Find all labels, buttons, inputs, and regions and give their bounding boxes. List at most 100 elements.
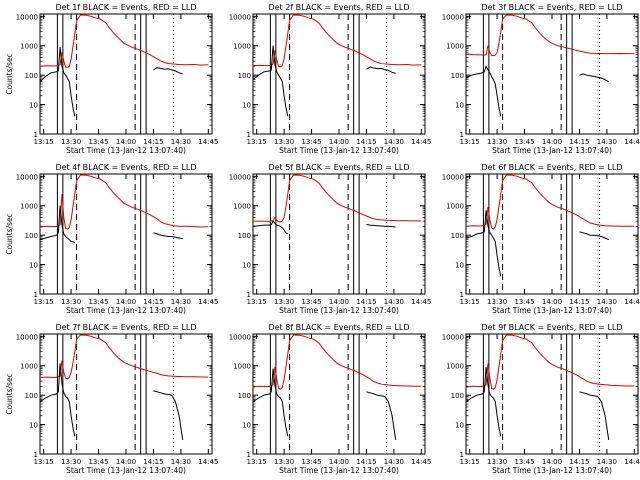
events-series-line <box>39 363 76 437</box>
x-tick-label: 13:30 <box>274 138 294 146</box>
x-tick-label: 14:45 <box>198 298 218 306</box>
y-tick-label: 10000 <box>442 333 464 341</box>
events-series-line <box>465 65 502 117</box>
y-tick-label: 100 <box>25 392 38 400</box>
chart-panel-3: Det 3f BLACK = Events, RED = LLD 1 10 100 10… <box>442 3 640 155</box>
chart-title: Det 9f BLACK = Events, RED = LLD <box>481 323 622 332</box>
x-tick-label: 13:15 <box>247 138 267 146</box>
plot-frame <box>39 173 213 295</box>
x-tick-label: 13:30 <box>61 458 81 466</box>
chart-title: Det 1f BLACK = Events, RED = LLD <box>55 3 196 12</box>
y-tick-label: 1 <box>34 451 38 459</box>
chart-panel-8: Det 8f BLACK = Events, RED = LLD 1 10 100 10… <box>229 323 432 475</box>
chart-title: Det 3f BLACK = Events, RED = LLD <box>481 3 622 12</box>
x-axis-label: Start Time (13-Jan-12 13:07:40) <box>492 466 612 475</box>
chart-title: Det 5f BLACK = Events, RED = LLD <box>268 163 409 172</box>
x-tick-label: 13:30 <box>61 298 81 306</box>
plot-frame <box>465 333 639 455</box>
y-tick-label: 1 <box>34 291 38 299</box>
x-axis-label: Start Time (13-Jan-12 13:07:40) <box>66 146 186 155</box>
y-tick-label: 10 <box>455 262 464 270</box>
lld-series-line <box>39 334 209 380</box>
y-tick-label: 1 <box>460 451 464 459</box>
plot-frame <box>39 13 213 135</box>
x-tick-label: 14:45 <box>624 458 640 466</box>
x-tick-label: 14:00 <box>116 458 136 466</box>
x-axis-label: Start Time (13-Jan-12 13:07:40) <box>66 466 186 475</box>
x-tick-label: 13:15 <box>247 298 267 306</box>
x-tick-label: 13:45 <box>88 298 108 306</box>
events-series-line <box>366 391 397 441</box>
events-series-line <box>366 66 396 74</box>
x-tick-label: 13:30 <box>487 458 507 466</box>
x-tick-label: 14:30 <box>384 138 404 146</box>
x-tick-label: 13:45 <box>514 458 534 466</box>
x-tick-label: 14:45 <box>411 138 431 146</box>
events-series-line <box>39 47 76 117</box>
chart-title: Det 8f BLACK = Events, RED = LLD <box>268 323 409 332</box>
x-tick-label: 14:30 <box>171 138 191 146</box>
events-series-line <box>252 45 289 117</box>
events-series-line <box>153 390 184 441</box>
plot-frame <box>465 13 639 135</box>
y-tick-label: 10 <box>242 102 251 110</box>
y-tick-label: 1000 <box>233 363 251 371</box>
x-tick-label: 13:15 <box>460 458 480 466</box>
y-tick-label: 10000 <box>16 173 38 181</box>
lld-series-line <box>39 14 209 68</box>
x-tick-label: 14:15 <box>143 298 163 306</box>
y-tick-label: 100 <box>451 232 464 240</box>
plot-frame <box>252 333 426 455</box>
x-tick-label: 13:45 <box>301 138 321 146</box>
x-tick-label: 14:30 <box>597 138 617 146</box>
y-tick-label: 1 <box>34 131 38 139</box>
y-tick-label: 1 <box>460 291 464 299</box>
events-series-line <box>252 220 289 235</box>
x-tick-label: 14:45 <box>624 138 640 146</box>
x-axis-label: Start Time (13-Jan-12 13:07:40) <box>492 306 612 315</box>
x-tick-label: 14:30 <box>171 298 191 306</box>
y-tick-label: 1000 <box>233 43 251 51</box>
plot-frame <box>39 333 213 455</box>
y-tick-label: 1 <box>247 451 251 459</box>
events-series-line <box>579 391 610 441</box>
x-tick-label: 14:45 <box>198 138 218 146</box>
x-tick-label: 14:15 <box>569 298 589 306</box>
y-axis-label: Counts/sec <box>5 213 14 254</box>
x-tick-label: 14:15 <box>569 458 589 466</box>
x-tick-label: 13:15 <box>34 138 54 146</box>
y-tick-label: 100 <box>238 72 251 80</box>
x-tick-label: 14:45 <box>411 458 431 466</box>
x-tick-label: 14:00 <box>116 138 136 146</box>
y-tick-label: 1000 <box>20 43 38 51</box>
chart-panel-6: Det 6f BLACK = Events, RED = LLD 1 10 100 10… <box>442 163 640 315</box>
y-tick-label: 10 <box>242 262 251 270</box>
y-tick-label: 1 <box>247 131 251 139</box>
events-series-line <box>579 231 609 241</box>
x-tick-label: 14:00 <box>542 458 562 466</box>
x-tick-label: 13:30 <box>487 138 507 146</box>
x-axis-label: Start Time (13-Jan-12 13:07:40) <box>279 306 399 315</box>
y-tick-label: 10 <box>29 102 38 110</box>
x-tick-label: 14:15 <box>356 138 376 146</box>
y-tick-label: 10 <box>455 102 464 110</box>
plot-frame <box>252 13 426 135</box>
x-tick-label: 14:15 <box>143 458 163 466</box>
chart-panel-7: Det 7f BLACK = Events, RED = LLD 1 10 100 10… <box>5 323 218 475</box>
x-tick-label: 14:45 <box>624 298 640 306</box>
x-tick-label: 14:00 <box>542 138 562 146</box>
y-tick-label: 100 <box>25 232 38 240</box>
chart-panel-2: Det 2f BLACK = Events, RED = LLD 1 10 100 10… <box>229 3 432 155</box>
lld-series-line <box>252 334 422 390</box>
x-tick-label: 13:30 <box>487 298 507 306</box>
events-series-line <box>579 73 609 83</box>
x-tick-label: 13:45 <box>301 298 321 306</box>
lld-series-line <box>253 174 422 223</box>
y-tick-label: 10 <box>242 422 251 430</box>
x-tick-label: 14:30 <box>597 458 617 466</box>
x-tick-label: 13:15 <box>34 298 54 306</box>
x-tick-label: 13:30 <box>274 458 294 466</box>
events-series-line <box>465 367 502 437</box>
x-tick-label: 14:30 <box>384 458 404 466</box>
